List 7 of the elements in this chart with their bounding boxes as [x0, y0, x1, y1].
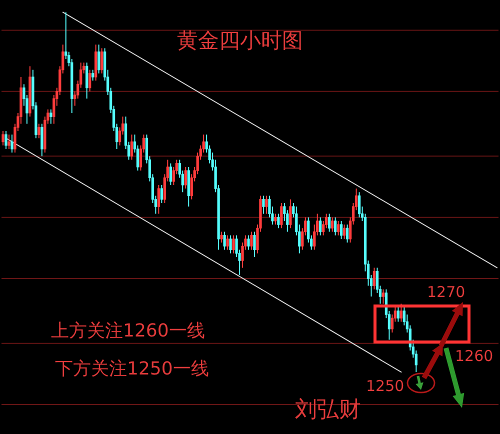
annotation: 1260	[455, 346, 494, 365]
text: 1250	[366, 376, 404, 395]
text: 刘弘财	[295, 398, 361, 423]
annotation: 1270	[427, 282, 466, 301]
annotation: 下方关注1250一线	[55, 358, 209, 380]
annotation: 上方关注1260一线	[51, 320, 205, 342]
text: 黄金四小时图	[177, 28, 303, 52]
